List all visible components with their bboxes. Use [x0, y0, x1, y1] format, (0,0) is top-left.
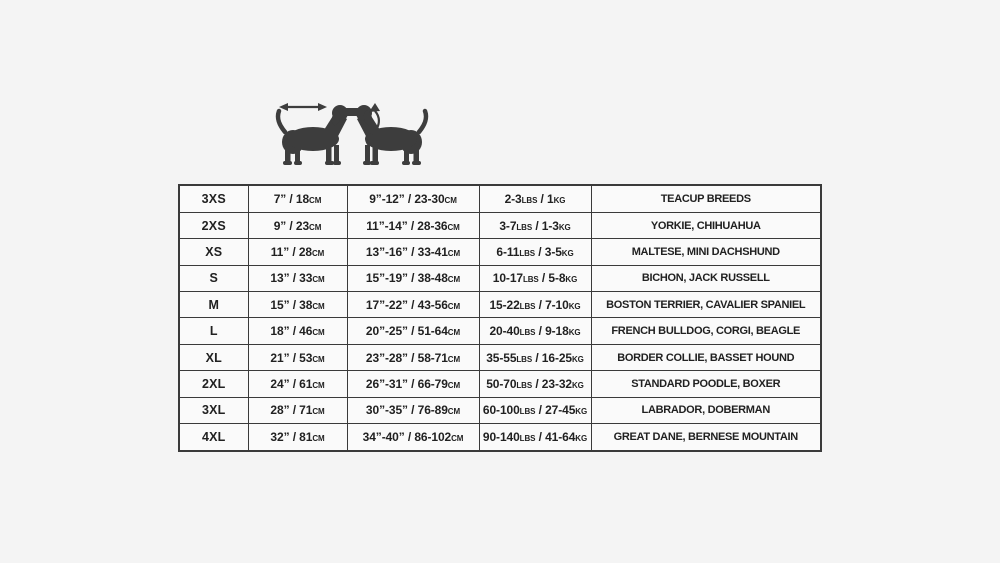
weight-cell: 2-3lbs / 1kg: [478, 184, 592, 213]
weight-cell: 3-7lbs / 1-3kg: [478, 211, 592, 240]
measurement-diagram: [274, 102, 430, 168]
table-row: M 15” / 38cm 17”-22” / 43-56cm 15-22lbs …: [178, 291, 822, 319]
size-cell: 2XL: [178, 370, 249, 398]
table-row: 3XS 7” / 18cm 9”-12” / 23-30cm 2-3lbs / …: [178, 184, 822, 213]
breeds-cell: MALTESE, MINI DACHSHUND: [590, 238, 822, 266]
chest-girth-cell: 23”-28” / 58-71cm: [346, 343, 480, 372]
back-length-cell: 18” / 46cm: [247, 317, 348, 345]
size-cell: 4XL: [178, 423, 249, 452]
breeds-cell: BOSTON TERRIER, CAVALIER SPANIEL: [590, 291, 822, 319]
size-cell: 2XS: [178, 211, 249, 240]
weight-cell: 20-40lbs / 9-18kg: [478, 317, 592, 345]
back-length-cell: 7” / 18cm: [247, 184, 348, 213]
back-length-cell: 28” / 71cm: [247, 396, 348, 425]
size-cell: 3XL: [178, 396, 249, 425]
breeds-cell: GREAT DANE, BERNESE MOUNTAIN: [590, 423, 822, 452]
table-row: XS 11” / 28cm 13”-16” / 33-41cm 6-11lbs …: [178, 238, 822, 266]
dog-chest-girth-icon: [348, 103, 426, 165]
breeds-cell: YORKIE, CHIHUAHUA: [590, 211, 822, 240]
size-cell: XL: [178, 343, 249, 372]
table-row: S 13” / 33cm 15”-19” / 38-48cm 10-17lbs …: [178, 264, 822, 293]
table-row: 3XL 28” / 71cm 30”-35” / 76-89cm 60-100l…: [178, 396, 822, 425]
table-row: L 18” / 46cm 20”-25” / 51-64cm 20-40lbs …: [178, 317, 822, 345]
chest-girth-cell: 26”-31” / 66-79cm: [346, 370, 480, 398]
back-length-cell: 9” / 23cm: [247, 211, 348, 240]
back-length-cell: 24” / 61cm: [247, 370, 348, 398]
breeds-cell: BICHON, JACK RUSSELL: [590, 264, 822, 293]
dog-back-length-icon: [278, 103, 356, 165]
size-cell: M: [178, 291, 249, 319]
table-row: XL 21” / 53cm 23”-28” / 58-71cm 35-55lbs…: [178, 343, 822, 372]
breeds-cell: TEACUP BREEDS: [590, 184, 822, 213]
weight-cell: 90-140lbs / 41-64kg: [478, 423, 592, 452]
weight-cell: 15-22lbs / 7-10kg: [478, 291, 592, 319]
chest-girth-cell: 15”-19” / 38-48cm: [346, 264, 480, 293]
back-length-cell: 21” / 53cm: [247, 343, 348, 372]
back-length-cell: 32” / 81cm: [247, 423, 348, 452]
back-length-cell: 13” / 33cm: [247, 264, 348, 293]
chest-girth-cell: 30”-35” / 76-89cm: [346, 396, 480, 425]
chest-girth-cell: 9”-12” / 23-30cm: [346, 184, 480, 213]
table-row: 4XL 32” / 81cm 34”-40” / 86-102cm 90-140…: [178, 423, 822, 452]
weight-cell: 6-11lbs / 3-5kg: [478, 238, 592, 266]
back-length-cell: 11” / 28cm: [247, 238, 348, 266]
breeds-cell: STANDARD POODLE, BOXER: [590, 370, 822, 398]
chest-girth-cell: 17”-22” / 43-56cm: [346, 291, 480, 319]
chest-girth-cell: 13”-16” / 33-41cm: [346, 238, 480, 266]
weight-cell: 10-17lbs / 5-8kg: [478, 264, 592, 293]
size-cell: S: [178, 264, 249, 293]
size-cell: 3XS: [178, 184, 249, 213]
weight-cell: 35-55lbs / 16-25kg: [478, 343, 592, 372]
back-length-cell: 15” / 38cm: [247, 291, 348, 319]
size-chart-table: 3XS 7” / 18cm 9”-12” / 23-30cm 2-3lbs / …: [178, 184, 822, 452]
chest-girth-cell: 34”-40” / 86-102cm: [346, 423, 480, 452]
breeds-cell: FRENCH BULLDOG, CORGI, BEAGLE: [590, 317, 822, 345]
size-cell: XS: [178, 238, 249, 266]
breeds-cell: BORDER COLLIE, BASSET HOUND: [590, 343, 822, 372]
weight-cell: 60-100lbs / 27-45kg: [478, 396, 592, 425]
table-row: 2XS 9” / 23cm 11”-14” / 28-36cm 3-7lbs /…: [178, 211, 822, 240]
chest-girth-cell: 20”-25” / 51-64cm: [346, 317, 480, 345]
breeds-cell: LABRADOR, DOBERMAN: [590, 396, 822, 425]
chest-girth-cell: 11”-14” / 28-36cm: [346, 211, 480, 240]
table-row: 2XL 24” / 61cm 26”-31” / 66-79cm 50-70lb…: [178, 370, 822, 398]
weight-cell: 50-70lbs / 23-32kg: [478, 370, 592, 398]
size-cell: L: [178, 317, 249, 345]
